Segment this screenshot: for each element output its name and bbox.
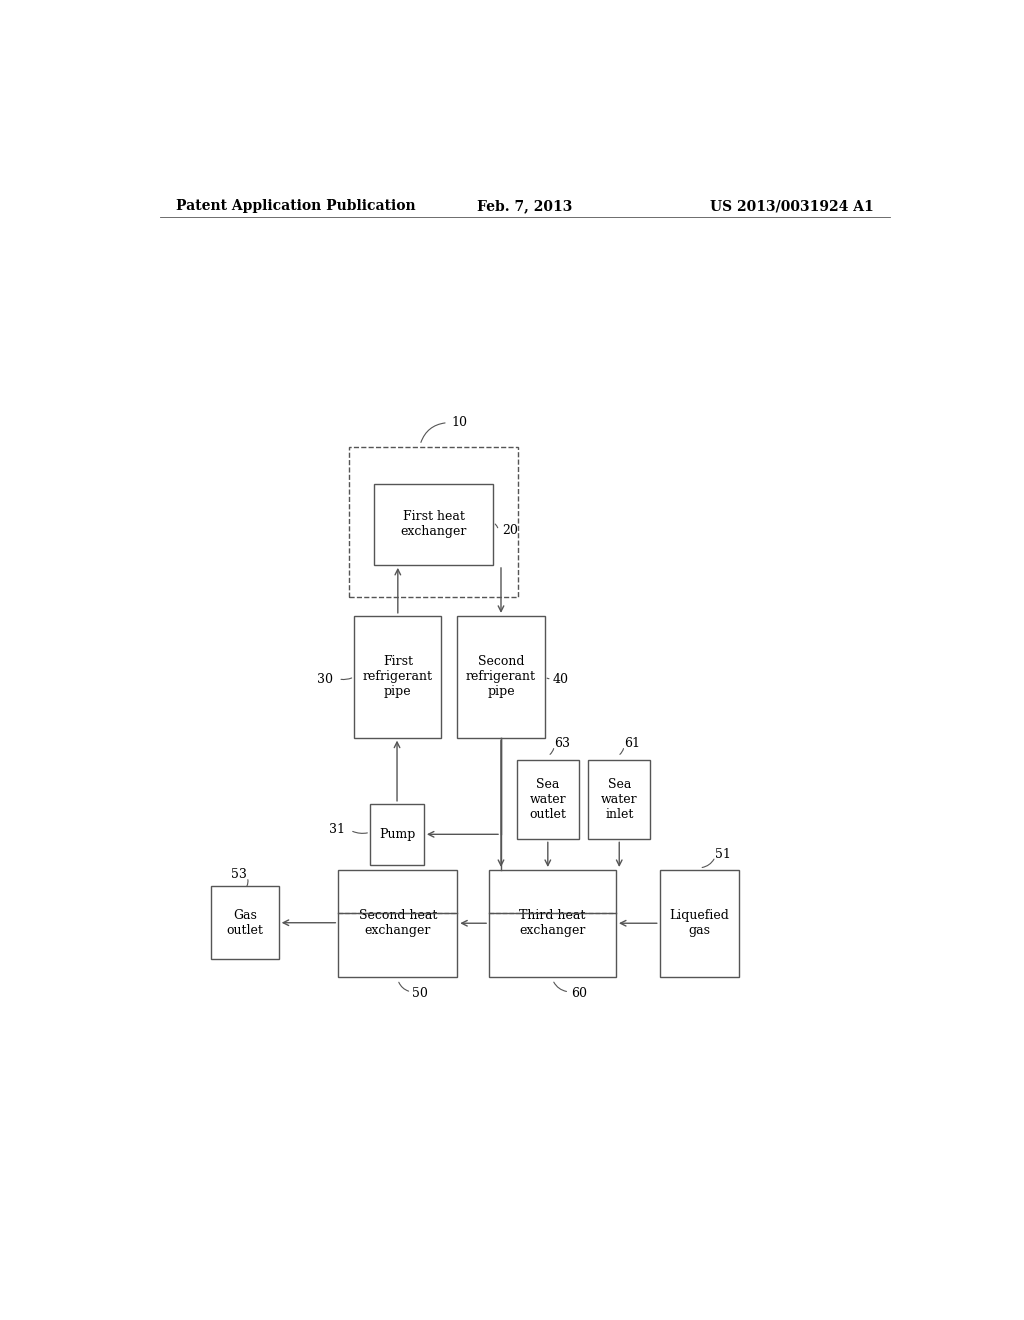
- Text: Patent Application Publication: Patent Application Publication: [176, 199, 416, 213]
- Text: First
refrigerant
pipe: First refrigerant pipe: [362, 655, 433, 698]
- Bar: [458, 615, 545, 738]
- Bar: [517, 760, 579, 840]
- Text: 20: 20: [503, 524, 518, 537]
- Bar: [659, 870, 739, 977]
- Text: Sea
water
inlet: Sea water inlet: [601, 779, 638, 821]
- Text: 51: 51: [715, 849, 731, 861]
- Text: 61: 61: [624, 738, 640, 750]
- Text: US 2013/0031924 A1: US 2013/0031924 A1: [711, 199, 873, 213]
- Text: Feb. 7, 2013: Feb. 7, 2013: [477, 199, 572, 213]
- Bar: [338, 870, 458, 977]
- Text: 53: 53: [231, 869, 247, 882]
- Bar: [348, 447, 518, 598]
- Text: 40: 40: [553, 673, 568, 686]
- Bar: [489, 870, 616, 977]
- Bar: [374, 483, 493, 565]
- Text: Sea
water
outlet: Sea water outlet: [529, 779, 566, 821]
- Text: Second
refrigerant
pipe: Second refrigerant pipe: [466, 655, 536, 698]
- Text: Second heat
exchanger: Second heat exchanger: [358, 909, 437, 937]
- Bar: [354, 615, 441, 738]
- Bar: [211, 886, 279, 960]
- Text: 63: 63: [554, 738, 570, 750]
- Text: First heat
exchanger: First heat exchanger: [400, 511, 467, 539]
- Bar: [588, 760, 650, 840]
- Bar: [370, 804, 424, 865]
- Text: Liquefied
gas: Liquefied gas: [670, 909, 729, 937]
- Text: Third heat
exchanger: Third heat exchanger: [519, 909, 586, 937]
- Text: Pump: Pump: [379, 828, 415, 841]
- Text: 50: 50: [412, 987, 428, 1001]
- Text: 30: 30: [316, 673, 333, 686]
- Text: 10: 10: [452, 416, 468, 429]
- Text: 60: 60: [570, 987, 587, 1001]
- Text: 31: 31: [330, 822, 345, 836]
- Text: Gas
outlet: Gas outlet: [226, 908, 263, 937]
